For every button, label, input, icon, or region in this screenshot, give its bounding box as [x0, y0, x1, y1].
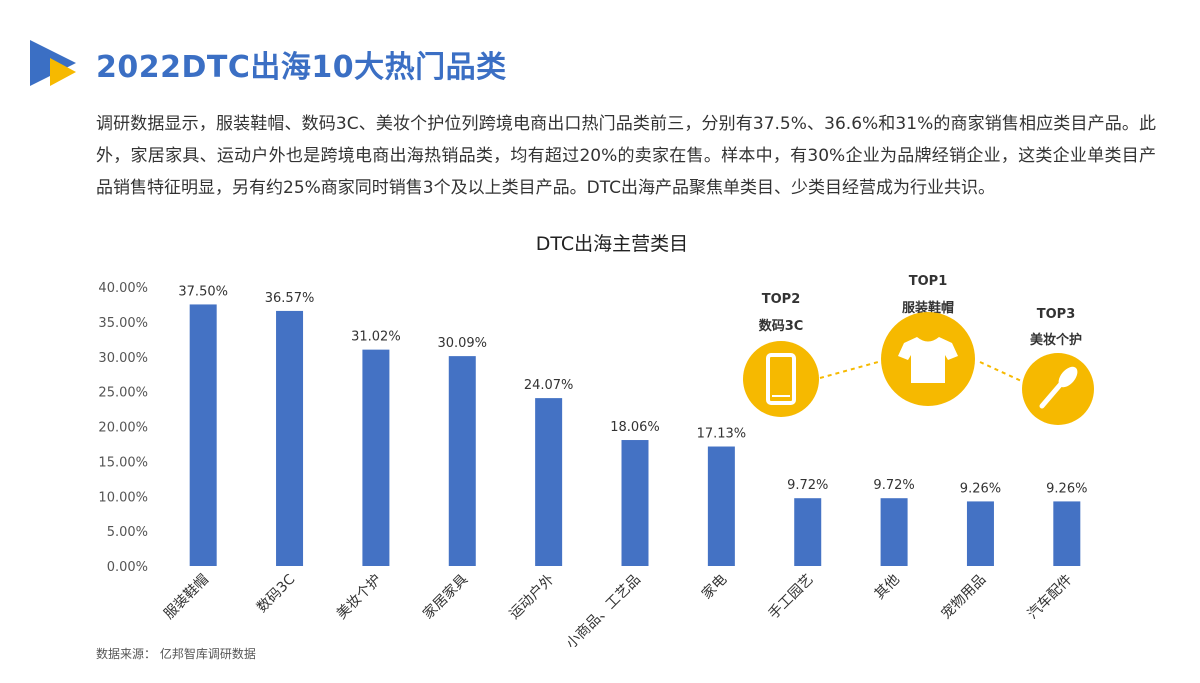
data-label: 37.50%: [178, 284, 228, 299]
x-tick-label: 家电: [698, 571, 730, 603]
top1-category: 服装鞋帽: [902, 300, 954, 316]
brand-logo-icon: [30, 40, 76, 86]
x-tick-label: 其他: [872, 572, 903, 603]
bar: [794, 498, 822, 566]
data-label: 17.13%: [697, 427, 747, 442]
y-tick-label: 15.00%: [98, 455, 148, 470]
y-tick-label: 40.00%: [98, 281, 148, 296]
bar: [880, 498, 908, 566]
data-label: 9.72%: [787, 478, 828, 493]
x-tick-label: 手工园艺: [766, 572, 817, 623]
x-tick-label: 数码3C: [254, 571, 298, 615]
top2-circle: [743, 341, 819, 417]
bar: [448, 356, 476, 566]
x-tick-label: 宠物用品: [938, 572, 989, 623]
top3-rank: TOP3: [1037, 307, 1076, 322]
y-tick-label: 20.00%: [98, 421, 148, 436]
intro-paragraph: 调研数据显示，服装鞋帽、数码3C、美妆个护位列跨境电商出口热门品类前三，分别有3…: [96, 114, 1156, 198]
top2-badge: TOP2 数码3C: [743, 292, 819, 417]
bar: [1053, 501, 1081, 566]
y-tick-label: 5.00%: [107, 525, 148, 540]
bar: [276, 310, 304, 566]
y-tick-label: 0.00%: [107, 560, 148, 575]
bar: [966, 501, 994, 566]
data-label: 9.26%: [1046, 481, 1087, 496]
y-tick-label: 35.00%: [98, 316, 148, 331]
data-source-note: 数据来源： 亿邦智库调研数据: [96, 647, 256, 661]
top3-connector: [819, 361, 879, 379]
data-label: 9.26%: [960, 481, 1001, 496]
top3-panel: TOP2 数码3C TOP1 服装鞋帽 TOP3 美妆个护: [743, 274, 1094, 425]
bar: [535, 398, 563, 566]
top3-badge: TOP3 美妆个护: [1022, 307, 1094, 425]
y-tick-label: 30.00%: [98, 351, 148, 366]
top3-connector: [979, 361, 1031, 386]
page-title: 2022DTC出海10大热门品类: [96, 50, 507, 85]
x-tick-label: 家居家具: [419, 571, 471, 623]
x-tick-label: 美妆个护: [334, 572, 385, 623]
phone-icon: [766, 353, 796, 405]
data-label: 24.07%: [524, 378, 574, 393]
y-tick-label: 10.00%: [98, 490, 148, 505]
tshirt-icon: [898, 337, 958, 383]
data-label: 18.06%: [610, 420, 660, 435]
data-label: 36.57%: [265, 291, 315, 306]
x-tick-label: 汽车配件: [1024, 571, 1076, 623]
data-label: 30.09%: [437, 336, 487, 351]
bar: [707, 446, 735, 566]
top1-badge: TOP1 服装鞋帽: [881, 274, 975, 406]
top2-rank: TOP2: [762, 292, 801, 307]
top1-rank: TOP1: [909, 274, 948, 289]
data-label: 31.02%: [351, 330, 401, 345]
bar: [189, 304, 217, 566]
top2-category: 数码3C: [759, 318, 804, 334]
bar: [621, 440, 649, 566]
top3-category: 美妆个护: [1030, 332, 1082, 348]
x-tick-label: 服装鞋帽: [161, 572, 212, 623]
data-label: 9.72%: [873, 478, 914, 493]
x-tick-label: 运动户外: [506, 571, 558, 623]
x-tick-label: 小商品、工艺品: [563, 572, 644, 653]
y-tick-label: 25.00%: [98, 386, 148, 401]
bar: [362, 349, 390, 566]
chart-title: DTC出海主营类目: [536, 233, 688, 255]
makeup-brush-icon: [1039, 366, 1078, 409]
